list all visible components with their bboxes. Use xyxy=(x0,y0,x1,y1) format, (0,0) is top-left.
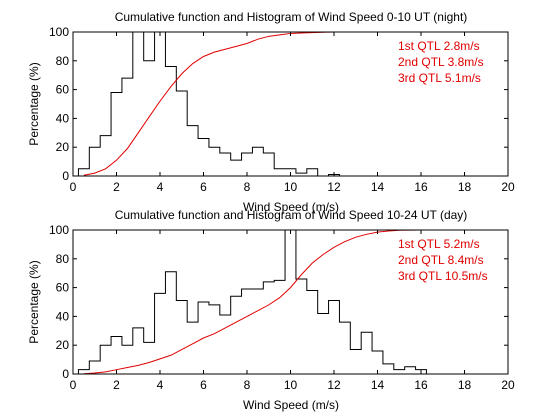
quartile-annotation: 2nd QTL 8.4m/s xyxy=(398,253,484,267)
x-tick-label: 18 xyxy=(458,378,472,392)
y-tick-label: 40 xyxy=(56,309,70,323)
x-tick-label: 16 xyxy=(414,180,428,194)
x-tick-label: 2 xyxy=(113,378,120,392)
x-axis-label: Wind Speed (m/s) xyxy=(243,398,339,412)
x-tick-label: 0 xyxy=(70,180,77,194)
y-tick-label: 20 xyxy=(56,140,70,154)
cumulative-series xyxy=(83,230,508,374)
y-tick-label: 100 xyxy=(49,223,69,237)
x-tick-label: 2 xyxy=(113,180,120,194)
x-tick-label: 12 xyxy=(327,378,341,392)
x-tick-label: 4 xyxy=(157,180,164,194)
x-tick-label: 10 xyxy=(284,378,298,392)
x-tick-label: 12 xyxy=(327,180,341,194)
axes-box xyxy=(72,229,509,375)
top-chart-panel: Cumulative function and Histogram of Win… xyxy=(27,10,515,214)
y-tick-label: 80 xyxy=(56,252,70,266)
y-axis-label: Percentage (%) xyxy=(27,260,41,343)
x-tick-label: 18 xyxy=(458,180,472,194)
histogram-series xyxy=(77,32,351,176)
chart-title: Cumulative function and Histogram of Win… xyxy=(115,208,468,222)
x-tick-label: 10 xyxy=(284,180,298,194)
y-tick-label: 0 xyxy=(62,367,69,381)
quartile-annotation: 2nd QTL 3.8m/s xyxy=(398,55,484,69)
x-tick-label: 16 xyxy=(414,378,428,392)
y-tick-label: 40 xyxy=(56,111,70,125)
x-tick-label: 6 xyxy=(200,180,207,194)
y-tick-label: 60 xyxy=(56,83,70,97)
y-axis-label: Percentage (%) xyxy=(27,62,41,145)
x-tick-label: 20 xyxy=(501,378,515,392)
histogram-series xyxy=(77,230,438,374)
quartile-annotation: 3rd QTL 10.5m/s xyxy=(398,269,488,283)
x-tick-label: 4 xyxy=(157,378,164,392)
y-tick-label: 0 xyxy=(62,169,69,183)
y-tick-label: 80 xyxy=(56,54,70,68)
quartile-annotation: 1st QTL 2.8m/s xyxy=(398,39,480,53)
axes-box xyxy=(72,31,509,177)
cumulative-series xyxy=(83,32,508,176)
x-tick-label: 14 xyxy=(371,180,385,194)
x-tick-label: 6 xyxy=(200,378,207,392)
x-tick-label: 20 xyxy=(501,180,515,194)
chart-title: Cumulative function and Histogram of Win… xyxy=(115,10,468,24)
y-tick-label: 60 xyxy=(56,281,70,295)
y-tick-label: 20 xyxy=(56,338,70,352)
x-tick-label: 8 xyxy=(244,180,251,194)
x-tick-label: 0 xyxy=(70,378,77,392)
bottom-chart-panel: Cumulative function and Histogram of Win… xyxy=(27,208,515,412)
x-tick-label: 14 xyxy=(371,378,385,392)
quartile-annotation: 1st QTL 5.2m/s xyxy=(398,237,480,251)
x-tick-label: 8 xyxy=(244,378,251,392)
y-tick-label: 100 xyxy=(49,25,69,39)
x-axis-label: Wind Speed (m/s) xyxy=(243,200,339,214)
quartile-annotation: 3rd QTL 5.1m/s xyxy=(398,71,481,85)
